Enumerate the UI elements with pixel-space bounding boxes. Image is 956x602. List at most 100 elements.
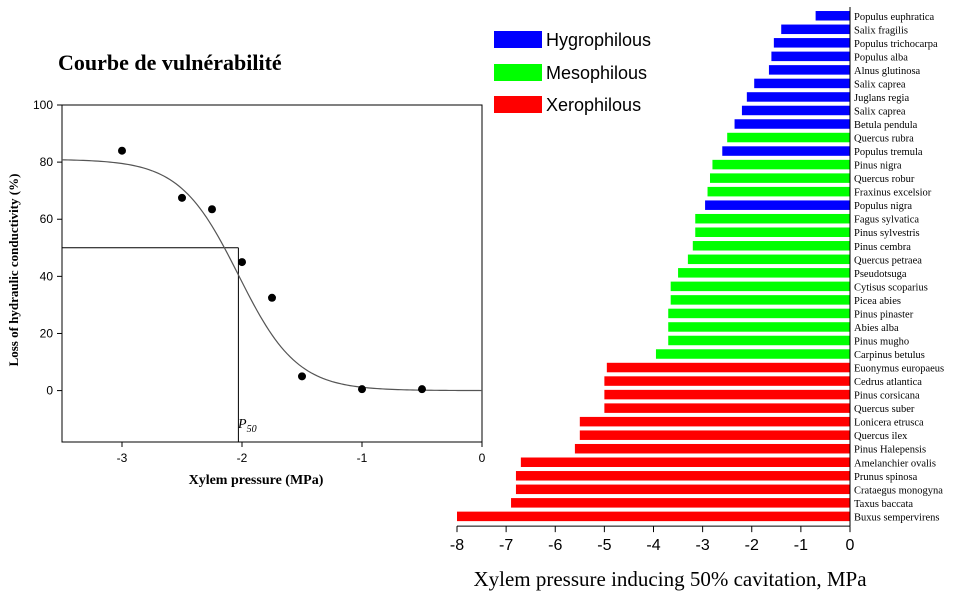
bar xyxy=(670,295,850,305)
x-tick-label: 0 xyxy=(846,537,855,554)
bar-label: Lonicera etrusca xyxy=(854,418,924,429)
vulnerability-curve-chart: -3 -2 -1 0 0 20 40 60 80 100 xyxy=(33,98,486,465)
bar xyxy=(579,416,850,427)
bar xyxy=(457,511,850,522)
bar-label: Pseudotsuga xyxy=(854,269,907,280)
bar xyxy=(604,403,850,413)
bar-label: Taxus baccata xyxy=(854,499,913,510)
x-tick-label: -3 xyxy=(117,451,128,465)
bar-label: Alnus glutinosa xyxy=(854,66,921,77)
bar-label: Populus alba xyxy=(854,52,908,63)
y-tick-label: 20 xyxy=(40,326,54,340)
y-tick-label: 60 xyxy=(40,212,54,226)
bar xyxy=(741,105,850,116)
bar xyxy=(712,159,850,170)
y-tick-label: 100 xyxy=(33,98,53,112)
bar xyxy=(668,322,850,332)
bar-label: Betula pendula xyxy=(854,120,918,131)
bar-label: Pinus Halepensis xyxy=(854,445,926,456)
bar-label: Pinus cembra xyxy=(854,242,911,253)
bar-label: Cedrus atlantica xyxy=(854,377,922,388)
bar xyxy=(695,213,850,224)
legend-label-mesophilous: Mesophilous xyxy=(546,63,647,83)
bar-label: Quercus suber xyxy=(854,404,915,415)
bar-label: Fraxinus excelsior xyxy=(854,188,932,199)
x-tick-label: -3 xyxy=(696,537,710,554)
bar-label: Populus euphratica xyxy=(854,12,935,23)
bar xyxy=(707,186,850,197)
bar-label: Amelanchier ovalis xyxy=(854,458,936,469)
bar xyxy=(579,430,850,440)
bar-label: Quercus petraea xyxy=(854,255,922,266)
bar-label: Fagus sylvatica xyxy=(854,215,919,226)
bar-label: Pinus sylvestris xyxy=(854,228,920,239)
data-point xyxy=(418,385,426,394)
bar xyxy=(515,471,850,481)
bar-label: Euonymus europaeus xyxy=(854,364,944,375)
bar-label: Abies alba xyxy=(854,323,899,334)
bar-label: Quercus ilex xyxy=(854,431,908,442)
x-tick-label: -2 xyxy=(745,537,759,554)
bar-label: Carpinus betulus xyxy=(854,350,925,361)
bar-label: Populus tremula xyxy=(854,147,923,158)
x-tick-label: -4 xyxy=(646,537,660,554)
bar xyxy=(768,65,850,75)
bar-label: Juglans regia xyxy=(854,93,909,104)
legend-swatch-hygrophilous xyxy=(494,31,542,48)
bar-label: Buxus sempervirens xyxy=(854,512,939,523)
bar-label: Pinus pinaster xyxy=(854,309,914,320)
bar xyxy=(773,38,850,48)
bar xyxy=(781,24,850,35)
y-tick-label: 0 xyxy=(46,384,53,398)
p50-bar-chart: Populus euphratica Salix fragilis Populus … xyxy=(450,7,944,554)
bar xyxy=(692,241,850,251)
bar xyxy=(709,173,850,183)
bar xyxy=(668,308,850,319)
x-tick-label: -8 xyxy=(450,537,464,554)
left-chart-xlabel: Xylem pressure (MPa) xyxy=(189,473,324,488)
bar xyxy=(722,146,850,156)
bar xyxy=(668,335,850,346)
data-point xyxy=(208,205,216,214)
bar-label: Cytisus scoparius xyxy=(854,282,928,293)
bar xyxy=(746,92,850,102)
data-point xyxy=(358,385,366,394)
bar xyxy=(606,362,850,373)
data-point xyxy=(238,258,246,267)
x-tick-label: -6 xyxy=(548,537,562,554)
data-point xyxy=(118,146,126,155)
bar-label: Pinus corsicana xyxy=(854,391,920,402)
bar xyxy=(771,51,850,62)
legend-swatch-xerophilous xyxy=(494,96,542,113)
bar xyxy=(815,11,850,21)
bar xyxy=(515,484,850,495)
bar xyxy=(604,389,850,400)
bar xyxy=(655,349,850,359)
legend: Hygrophilous Mesophilous Xerophilous xyxy=(494,30,651,115)
data-point xyxy=(268,293,276,302)
y-tick-label: 40 xyxy=(40,269,54,283)
x-tick-label: -7 xyxy=(499,537,513,554)
bar xyxy=(604,376,850,386)
p50-label-main: P xyxy=(237,417,247,432)
p50-label-sub: 50 xyxy=(247,424,257,435)
p50-label: P50 xyxy=(237,417,257,435)
bar xyxy=(520,457,850,468)
x-tick-label: -1 xyxy=(794,537,808,554)
legend-label-hygrophilous: Hygrophilous xyxy=(546,30,651,50)
x-tick-label: 0 xyxy=(479,451,486,465)
legend-swatch-mesophilous xyxy=(494,64,542,81)
bar xyxy=(670,281,850,292)
bar xyxy=(754,78,850,89)
fitted-curve xyxy=(61,159,483,392)
bar-label: Quercus rubra xyxy=(854,134,914,145)
bar-label: Prunus spinosa xyxy=(854,472,918,483)
left-plot-frame xyxy=(61,104,483,443)
y-tick-label: 80 xyxy=(40,155,54,169)
bar xyxy=(695,227,850,237)
bar-label: Salix caprea xyxy=(854,79,906,90)
x-tick-label: -5 xyxy=(597,537,611,554)
left-chart-ylabel: Loss of hydraulic conductivity (%) xyxy=(6,174,21,367)
bar-label: Populus trichocarpa xyxy=(854,39,938,50)
